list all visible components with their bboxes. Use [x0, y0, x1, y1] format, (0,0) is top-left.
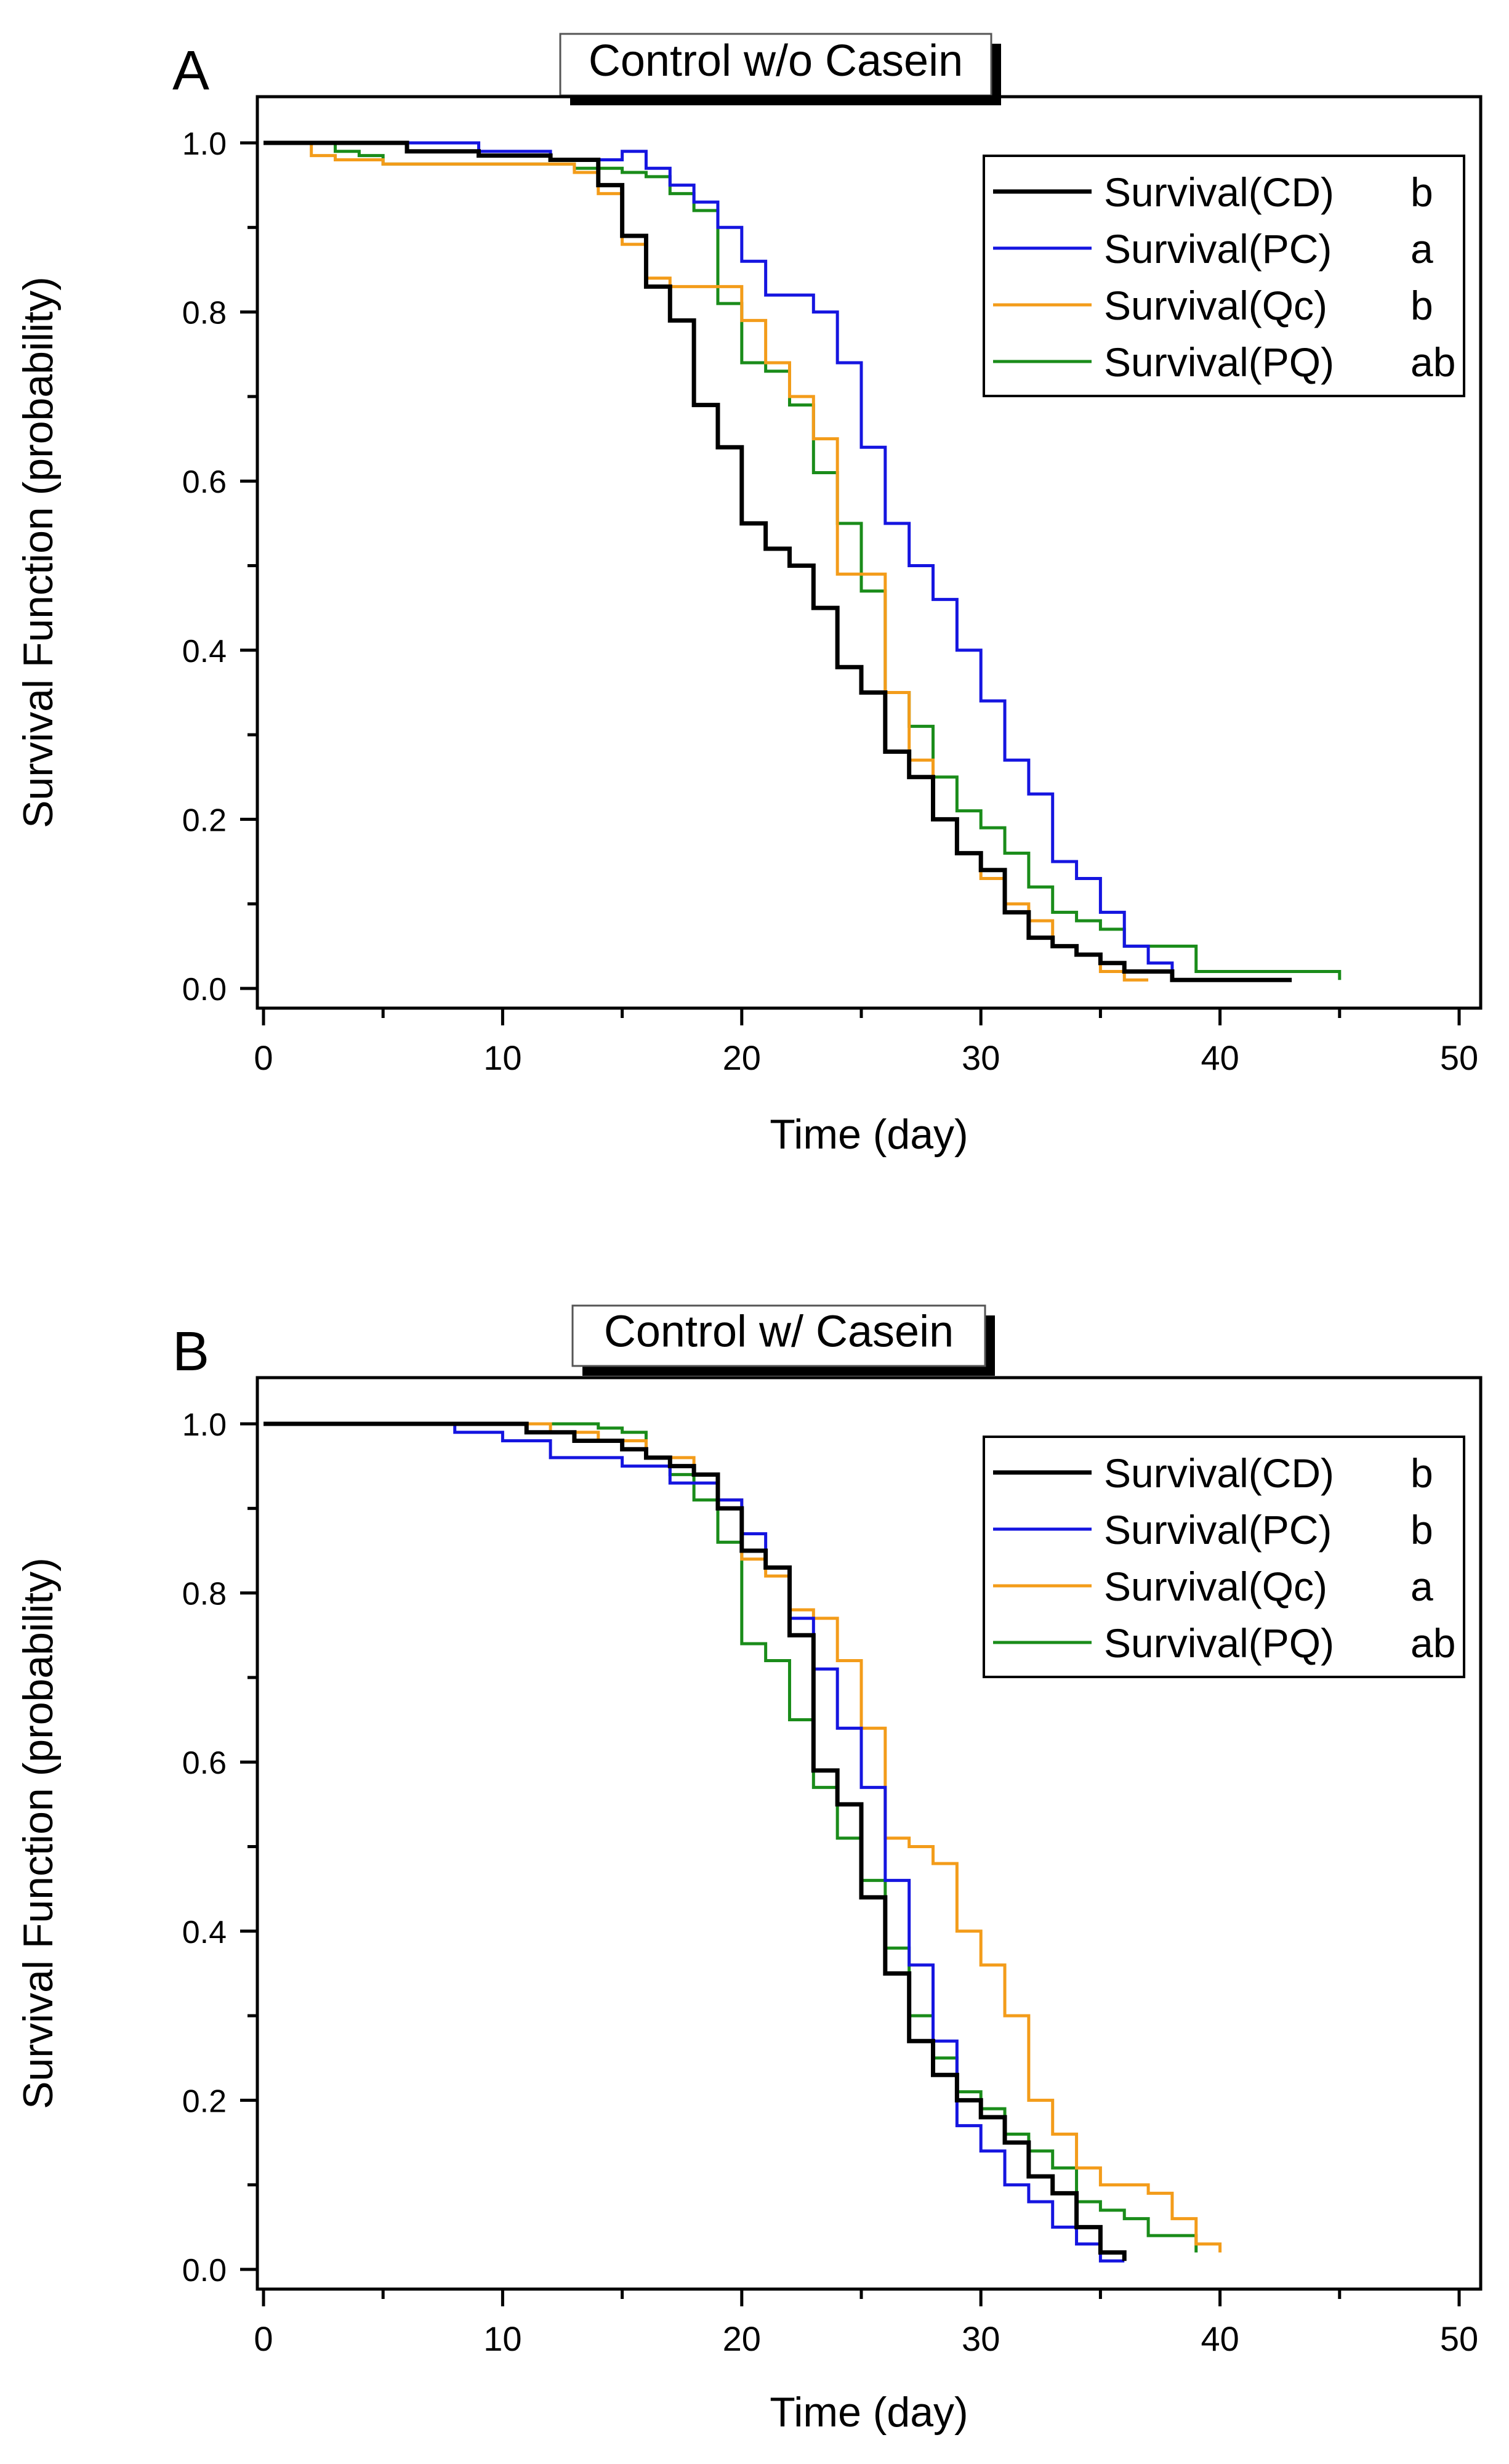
plot-frame — [256, 95, 1483, 1010]
x-axis-label: Time (day) — [770, 1111, 968, 1158]
legend-label: Survival(PC) — [1104, 226, 1332, 272]
y-tick-label: 0.0 — [182, 2253, 227, 2288]
y-tick-label: 0.6 — [182, 464, 227, 500]
x-tick-label: 30 — [962, 1038, 1000, 1077]
x-tick-label: 10 — [483, 1038, 521, 1077]
x-tick-label: 40 — [1201, 1038, 1239, 1077]
y-tick-label: 0.8 — [182, 1577, 227, 1612]
y-axis-label: Survival Function (probability) — [15, 1557, 62, 2109]
legend-significance-letter: ab — [1410, 1620, 1455, 1666]
chart-panel-a: A Control w/o Casein 0 10 20 30 40 50 0.0 0.2 0.4 0… — [15, 33, 1483, 1158]
legend-box — [983, 1436, 1465, 1678]
legend-significance-letter: b — [1410, 283, 1433, 328]
legend-box — [983, 155, 1465, 397]
legend-label: Survival(PC) — [1104, 1507, 1332, 1553]
chart-title: Control w/ Casein — [604, 1307, 954, 1357]
legend-significance-letter: a — [1410, 1564, 1433, 1609]
y-tick-label: 0.4 — [182, 634, 227, 669]
title-box — [571, 1304, 986, 1367]
x-tick-label: 30 — [962, 2319, 1000, 2358]
x-tick-label: 10 — [483, 2319, 521, 2358]
legend-significance-letter: b — [1410, 1507, 1433, 1553]
panel-label: B — [172, 1321, 209, 1383]
x-tick-label: 0 — [254, 1038, 273, 1077]
legend-label: Survival(CD) — [1104, 1450, 1334, 1496]
legend-label: Survival(PQ) — [1104, 339, 1334, 385]
x-tick-label: 20 — [723, 1038, 761, 1077]
y-tick-label: 0.2 — [182, 802, 227, 838]
chart-panel-b: B Control w/ Casein 0 10 20 30 40 50 0.0 0.2 0.4 0.… — [15, 1304, 1483, 2436]
legend-label: Survival(Qc) — [1104, 283, 1327, 328]
legend-significance-letter: b — [1410, 1450, 1433, 1496]
series-line-survivalpc — [264, 1422, 1125, 2263]
series-line-survivalqc — [264, 141, 1149, 982]
panel-label: A — [172, 40, 209, 102]
x-axis-label: Time (day) — [770, 2389, 968, 2436]
legend-label: Survival(PQ) — [1104, 1620, 1334, 1666]
x-tick-label: 50 — [1440, 2319, 1478, 2358]
y-tick-label: 0.8 — [182, 296, 227, 331]
plot-frame — [256, 1376, 1483, 2291]
title-box — [559, 33, 992, 97]
y-axis-label: Survival Function (probability) — [15, 277, 62, 828]
legend-label: Survival(CD) — [1104, 169, 1334, 215]
legend-significance-letter: b — [1410, 169, 1433, 215]
series-line-survivalcd — [264, 140, 1292, 982]
y-tick-label: 1.0 — [182, 126, 227, 162]
y-tick-label: 0.2 — [182, 2083, 227, 2119]
series-line-survivalcd — [264, 1421, 1127, 2261]
y-tick-label: 0.6 — [182, 1745, 227, 1781]
x-tick-label: 0 — [254, 2319, 273, 2358]
x-tick-label: 50 — [1440, 1038, 1478, 1077]
y-tick-label: 0.0 — [182, 972, 227, 1008]
legend-label: Survival(Qc) — [1104, 1564, 1327, 1609]
x-tick-label: 20 — [723, 2319, 761, 2358]
y-tick-label: 0.4 — [182, 1915, 227, 1950]
series-line-survivalpc — [264, 141, 1174, 972]
x-tick-label: 40 — [1201, 2319, 1239, 2358]
chart-title: Control w/o Casein — [589, 36, 963, 86]
legend-significance-letter: a — [1410, 226, 1433, 272]
legend-significance-letter: ab — [1410, 339, 1455, 385]
y-tick-label: 1.0 — [182, 1407, 227, 1443]
